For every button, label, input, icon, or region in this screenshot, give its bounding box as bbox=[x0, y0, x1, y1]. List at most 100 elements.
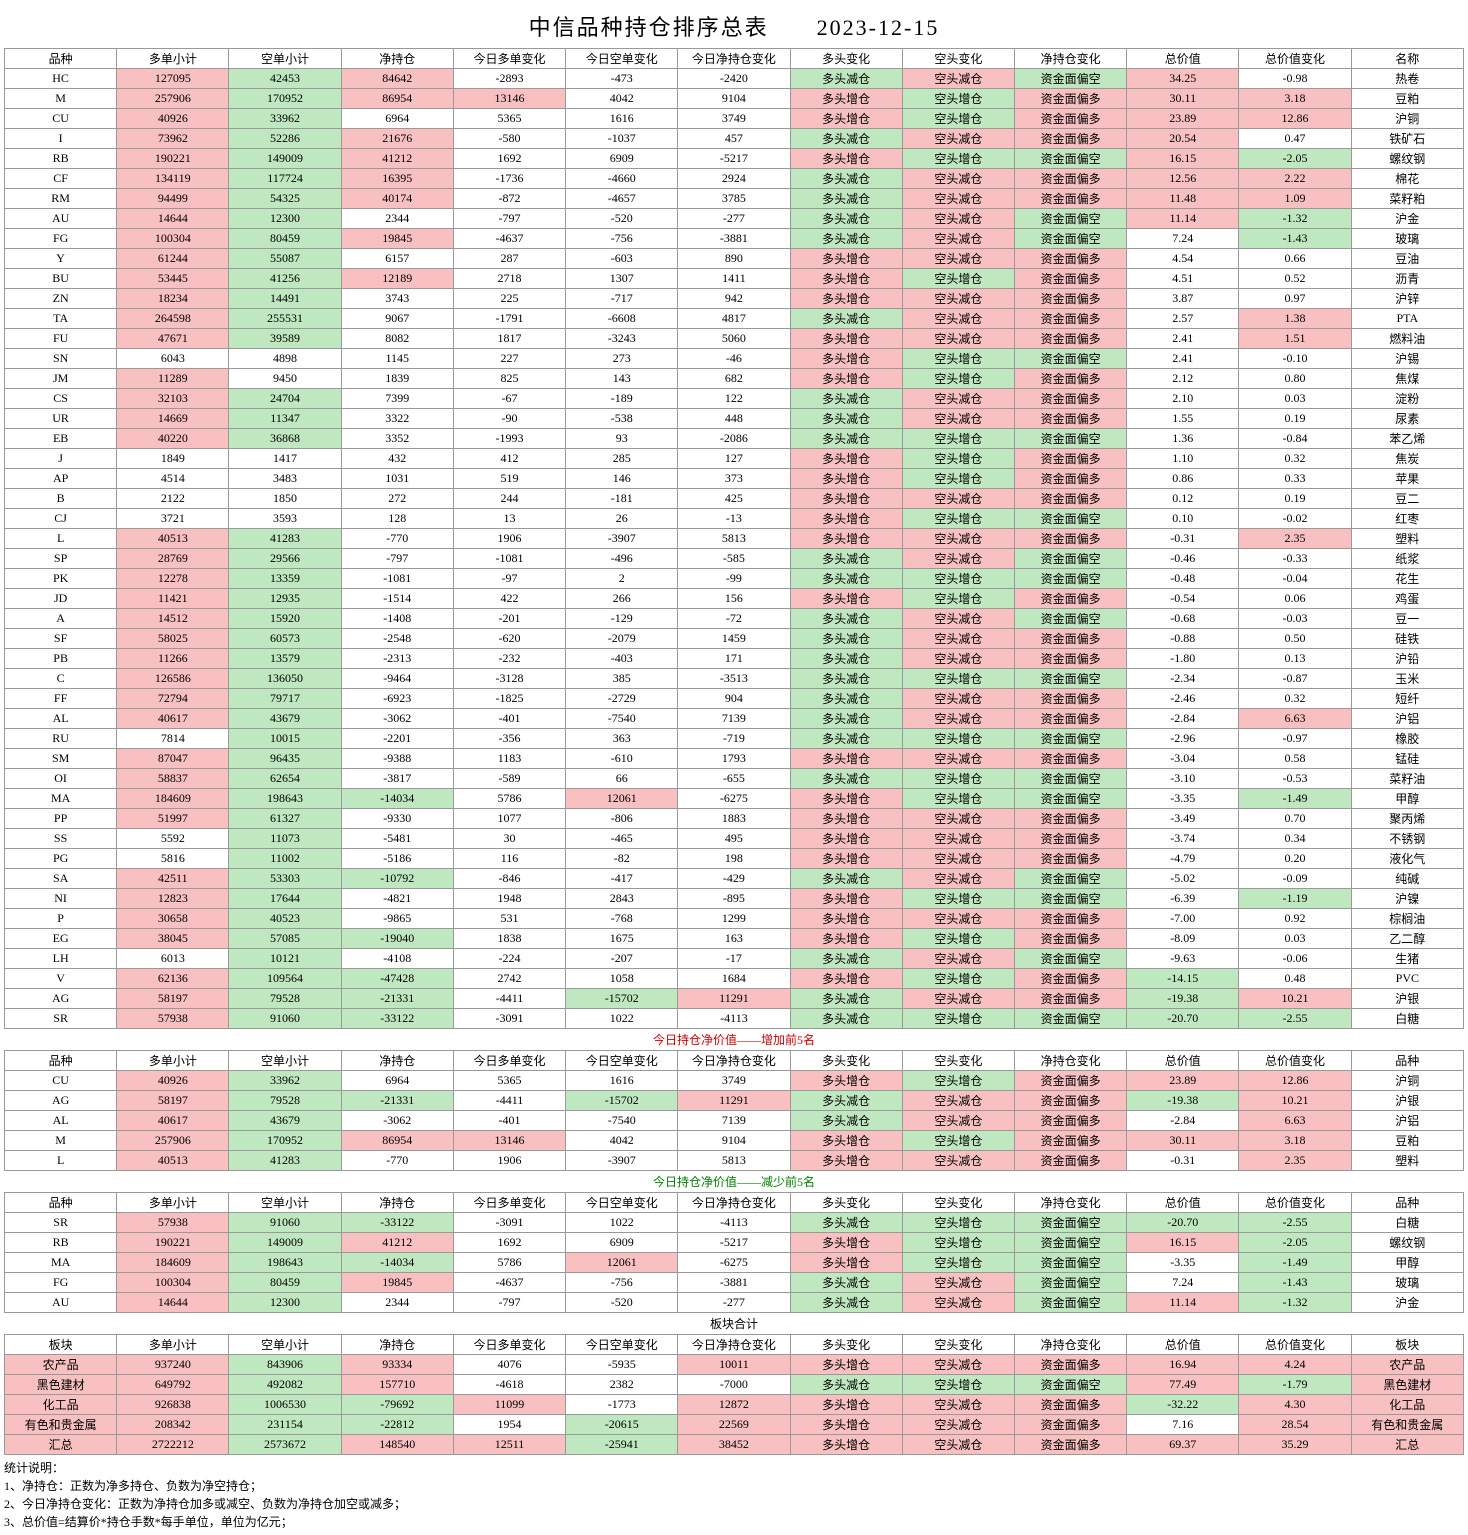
cell: 171 bbox=[678, 649, 790, 669]
cell: 多头增仓 bbox=[790, 489, 902, 509]
cell: -4108 bbox=[341, 949, 453, 969]
cell: 1793 bbox=[678, 749, 790, 769]
cell: -589 bbox=[453, 769, 565, 789]
cell: -356 bbox=[453, 729, 565, 749]
table-row: AL4061743679-3062-401-75407139多头减仓空头减仓资金… bbox=[5, 1111, 1464, 1131]
sector-table: 板块多单小计空单小计净持仓今日多单变化今日空单变化今日净持仓变化多头变化空头变化… bbox=[4, 1334, 1464, 1455]
cell: -756 bbox=[566, 1273, 678, 1293]
cell: 51997 bbox=[117, 809, 229, 829]
cell: 沪镍 bbox=[1351, 889, 1463, 909]
cell: 纸浆 bbox=[1351, 549, 1463, 569]
cell: 多头减仓 bbox=[790, 989, 902, 1009]
cell: 40220 bbox=[117, 429, 229, 449]
cell: 149009 bbox=[229, 149, 341, 169]
col-header: 空单小计 bbox=[229, 1051, 341, 1071]
cell: 91060 bbox=[229, 1009, 341, 1029]
cell: 127095 bbox=[117, 69, 229, 89]
cell: -21331 bbox=[341, 989, 453, 1009]
cell: 3785 bbox=[678, 189, 790, 209]
cell: 苯乙烯 bbox=[1351, 429, 1463, 449]
cell: 1411 bbox=[678, 269, 790, 289]
cell: -0.54 bbox=[1127, 589, 1239, 609]
cell: 豆粕 bbox=[1351, 89, 1463, 109]
cell: -79692 bbox=[341, 1395, 453, 1415]
cell: -1.80 bbox=[1127, 649, 1239, 669]
cell: -181 bbox=[566, 489, 678, 509]
cell: 空头增仓 bbox=[902, 109, 1014, 129]
cell: -3.35 bbox=[1127, 1253, 1239, 1273]
cell: 资金面偏空 bbox=[1014, 1273, 1126, 1293]
cell: -3091 bbox=[453, 1009, 565, 1029]
cell: 资金面偏空 bbox=[1014, 349, 1126, 369]
table-row: 化工品9268381006530-7969211099-177312872多头增… bbox=[5, 1395, 1464, 1415]
cell: -538 bbox=[566, 409, 678, 429]
cell: 2.10 bbox=[1127, 389, 1239, 409]
cell: 沥青 bbox=[1351, 269, 1463, 289]
cell: 玉米 bbox=[1351, 669, 1463, 689]
cell: 空头减仓 bbox=[902, 629, 1014, 649]
cell: MA bbox=[5, 789, 117, 809]
cell: 沪锡 bbox=[1351, 349, 1463, 369]
cell: 12.56 bbox=[1127, 169, 1239, 189]
cell: -6608 bbox=[566, 309, 678, 329]
cell: -846 bbox=[453, 869, 565, 889]
cell: 29566 bbox=[229, 549, 341, 569]
cell: 空头增仓 bbox=[902, 1233, 1014, 1253]
cell: 资金面偏空 bbox=[1014, 549, 1126, 569]
col-header: 今日净持仓变化 bbox=[678, 49, 790, 69]
cell: -19.38 bbox=[1127, 989, 1239, 1009]
cell: -2313 bbox=[341, 649, 453, 669]
cell: 2.35 bbox=[1239, 529, 1351, 549]
cell: 铁矿石 bbox=[1351, 129, 1463, 149]
cell: 多头增仓 bbox=[790, 1253, 902, 1273]
cell: 285 bbox=[566, 449, 678, 469]
table-row: SF5802560573-2548-620-20791459多头减仓空头减仓资金… bbox=[5, 629, 1464, 649]
cell: 432 bbox=[341, 449, 453, 469]
cell: 4898 bbox=[229, 349, 341, 369]
cell: 287 bbox=[453, 249, 565, 269]
cell: 资金面偏空 bbox=[1014, 569, 1126, 589]
cell: 36868 bbox=[229, 429, 341, 449]
cell: 12300 bbox=[229, 1293, 341, 1313]
table-row: I739625228621676-580-1037457多头减仓空头减仓资金面偏… bbox=[5, 129, 1464, 149]
cell: 62136 bbox=[117, 969, 229, 989]
cell: -4411 bbox=[453, 989, 565, 1009]
cell: 2.35 bbox=[1239, 1151, 1351, 1171]
cell: 77.49 bbox=[1127, 1375, 1239, 1395]
cell: -3.10 bbox=[1127, 769, 1239, 789]
cell: 7.24 bbox=[1127, 229, 1239, 249]
cell: 11421 bbox=[117, 589, 229, 609]
note-2: 2、今日净持仓变化：正数为净持仓加多或减空、负数为净持仓加空或减多； bbox=[4, 1495, 1464, 1513]
cell: 10.21 bbox=[1239, 1091, 1351, 1111]
cell: 11347 bbox=[229, 409, 341, 429]
cell: 5816 bbox=[117, 849, 229, 869]
cell: -797 bbox=[453, 1293, 565, 1313]
cell: 2122 bbox=[117, 489, 229, 509]
cell: 12935 bbox=[229, 589, 341, 609]
cell: 30658 bbox=[117, 909, 229, 929]
cell: 4076 bbox=[453, 1355, 565, 1375]
cell: 19845 bbox=[341, 229, 453, 249]
table-row: P3065840523-9865531-7681299多头增仓空头减仓资金面偏多… bbox=[5, 909, 1464, 929]
cell: 菜籽粕 bbox=[1351, 189, 1463, 209]
cell: 资金面偏多 bbox=[1014, 169, 1126, 189]
cell: 0.48 bbox=[1239, 969, 1351, 989]
cell: 资金面偏空 bbox=[1014, 869, 1126, 889]
cell: -14.15 bbox=[1127, 969, 1239, 989]
cell: 16395 bbox=[341, 169, 453, 189]
cell: 化工品 bbox=[5, 1395, 117, 1415]
cell: 空头减仓 bbox=[902, 1435, 1014, 1455]
cell: -3513 bbox=[678, 669, 790, 689]
cell: AP bbox=[5, 469, 117, 489]
cell: -4657 bbox=[566, 189, 678, 209]
cell: 多头增仓 bbox=[790, 1131, 902, 1151]
cell: 1616 bbox=[566, 109, 678, 129]
cell: 红枣 bbox=[1351, 509, 1463, 529]
cell: -1791 bbox=[453, 309, 565, 329]
cell: -17 bbox=[678, 949, 790, 969]
cell: 3.18 bbox=[1239, 1131, 1351, 1151]
cell: 多头增仓 bbox=[790, 89, 902, 109]
table-row: AU14644123002344-797-520-277多头减仓空头减仓资金面偏… bbox=[5, 209, 1464, 229]
cell: 7139 bbox=[678, 1111, 790, 1131]
cell: 不锈钢 bbox=[1351, 829, 1463, 849]
